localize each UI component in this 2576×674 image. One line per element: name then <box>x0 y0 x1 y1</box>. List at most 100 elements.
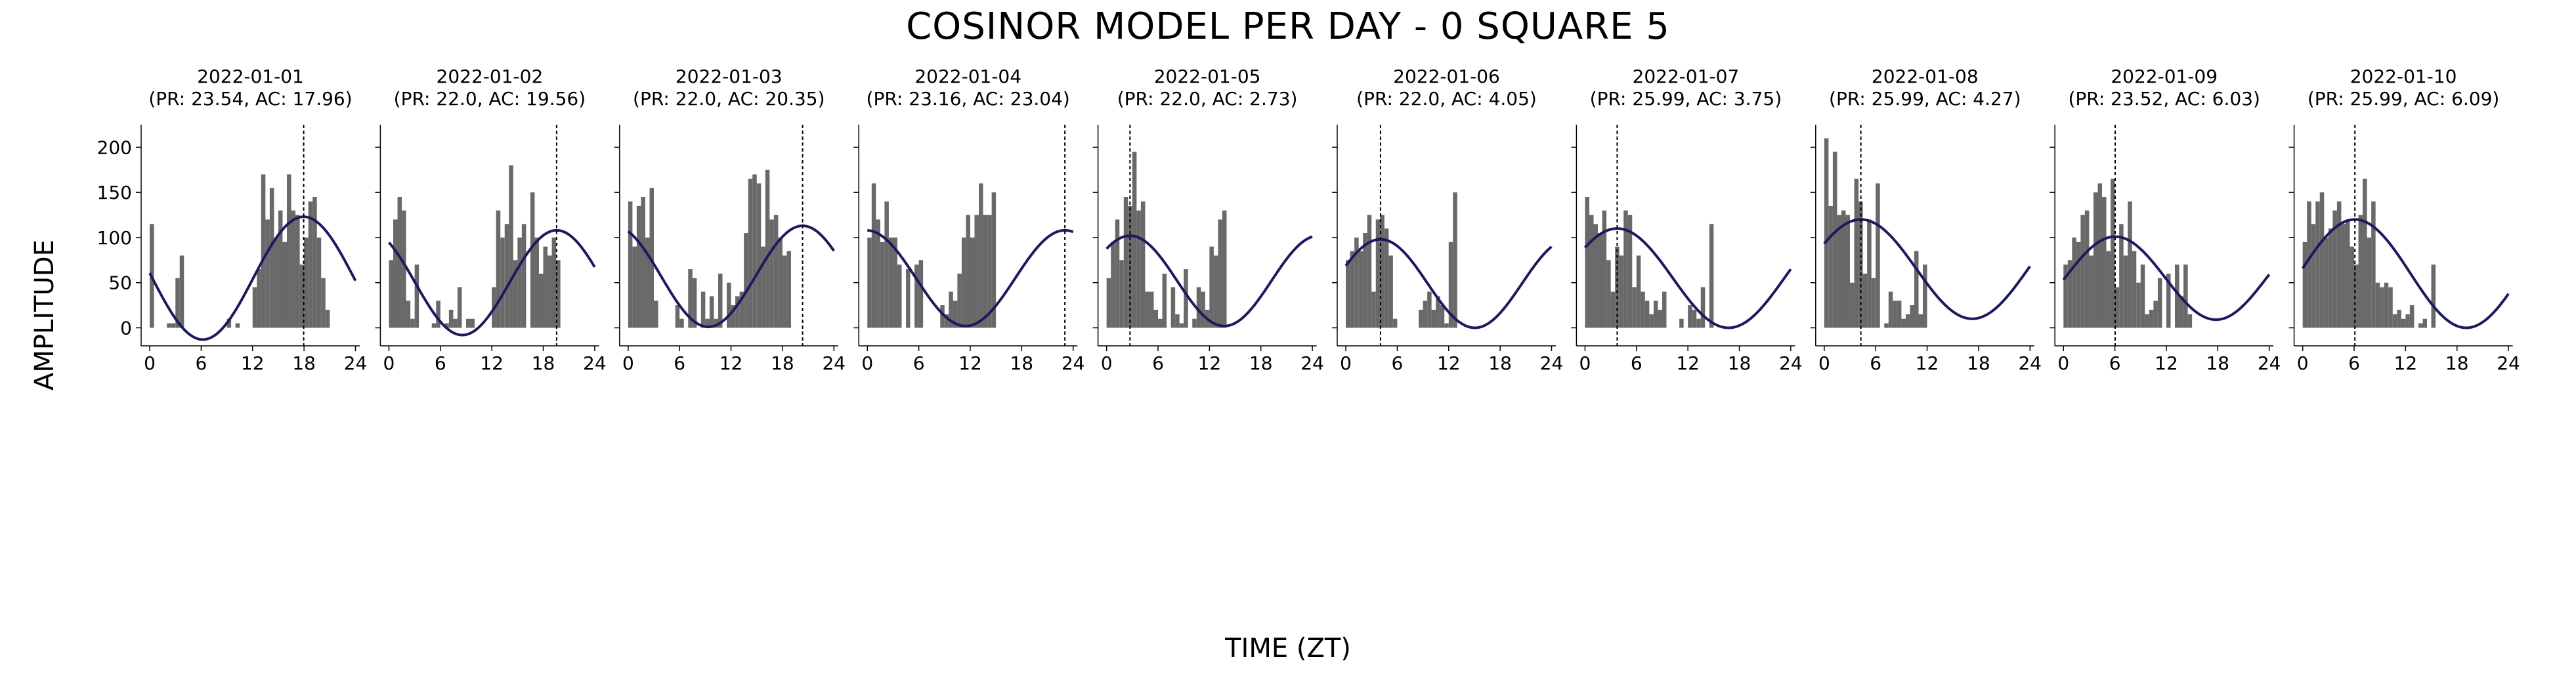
activity-bar <box>714 318 718 328</box>
activity-bar <box>312 197 317 328</box>
activity-bar <box>641 197 645 328</box>
activity-bar <box>2183 264 2188 328</box>
cosinor-fit-line <box>627 224 835 329</box>
activity-bar <box>547 255 552 328</box>
activity-bar <box>1115 219 1120 328</box>
activity-bar <box>436 301 440 328</box>
activity-bar <box>291 210 296 328</box>
activity-bar <box>1170 287 1176 328</box>
activity-bar <box>1619 255 1624 328</box>
activity-bar <box>257 269 261 328</box>
x-tick-label: 18 <box>532 352 555 374</box>
activity-bar <box>1824 138 1829 328</box>
activity-bar <box>1175 314 1180 328</box>
activity-bar <box>261 174 266 328</box>
activity-bar <box>431 323 437 328</box>
activity-bar <box>718 273 723 328</box>
activity-bar <box>1585 197 1589 328</box>
activity-bar <box>175 278 180 328</box>
activity-bar <box>1888 291 1893 328</box>
activity-bar <box>1858 201 1863 328</box>
activity-bar <box>1602 210 1607 328</box>
activity-bar <box>448 309 454 328</box>
x-tick-label: 18 <box>1488 352 1512 374</box>
activity-bar <box>2401 318 2406 328</box>
cosinor-fit-line <box>1583 227 1792 329</box>
activity-bar <box>727 282 731 328</box>
activity-bar <box>551 237 557 328</box>
activity-bar <box>1213 255 1218 328</box>
x-tick-label: 12 <box>719 352 743 374</box>
activity-bar <box>414 264 419 328</box>
activity-bar <box>1453 192 1457 328</box>
subplot-stats-title: (PR: 25.99, AC: 3.75) <box>1590 88 1782 110</box>
activity-bar <box>953 301 958 328</box>
activity-bar <box>1841 210 1846 328</box>
x-tick-label: 12 <box>480 352 504 374</box>
activity-bar <box>765 169 770 328</box>
activity-bar <box>316 237 322 328</box>
activity-bar <box>2345 219 2350 328</box>
activity-bar <box>1897 301 1902 328</box>
cosinor-fit-line <box>387 228 596 337</box>
subplot-date-title: 2022-01-04 <box>914 66 1021 87</box>
activity-bar <box>167 323 171 328</box>
activity-bar <box>2080 215 2085 328</box>
subplot-date-title: 2022-01-10 <box>2350 66 2457 87</box>
subplot-stats-title: (PR: 25.99, AC: 6.09) <box>2308 88 2500 110</box>
activity-bar <box>1589 215 1594 328</box>
x-tick-label: 6 <box>1870 352 1881 374</box>
subplot-stats-title: (PR: 25.99, AC: 4.27) <box>1829 88 2021 110</box>
x-tick-label: 12 <box>1437 352 1461 374</box>
x-tick-label: 18 <box>2206 352 2229 374</box>
subplot-date-title: 2022-01-06 <box>1393 66 1500 87</box>
activity-bar <box>1649 314 1654 328</box>
activity-bar <box>513 260 518 328</box>
activity-bar <box>1153 309 1159 328</box>
activity-bar <box>876 219 880 328</box>
activity-bar <box>1850 282 1855 328</box>
activity-bar <box>756 183 762 328</box>
activity-bar <box>2341 224 2346 328</box>
activity-bar <box>1636 255 1641 328</box>
activity-bar <box>410 318 415 328</box>
activity-bar <box>949 291 953 328</box>
activity-bar <box>465 318 471 328</box>
activity-bar <box>888 237 893 328</box>
activity-bar <box>739 291 744 328</box>
subplot-2022-01-06: 2022-01-06(PR: 22.0, AC: 4.05) 0 6 12 18 24 <box>1332 66 1563 374</box>
activity-bar <box>1419 309 1423 328</box>
x-axis-label: TIME (ZT) <box>1225 633 1351 663</box>
x-tick-label: 0 <box>1818 352 1830 374</box>
activity-bar <box>2136 282 2141 328</box>
activity-bar <box>496 210 501 328</box>
x-tick-label: 18 <box>292 352 316 374</box>
activity-bar <box>636 205 641 328</box>
activity-bar <box>2084 210 2090 328</box>
activity-bar <box>470 318 475 328</box>
activity-bar <box>2063 264 2068 328</box>
activity-bar <box>679 318 684 328</box>
activity-bar <box>1184 269 1188 328</box>
activity-bar <box>308 201 313 328</box>
activity-bar <box>2179 296 2184 328</box>
activity-bar <box>884 201 889 328</box>
subplot-2022-01-08: 2022-01-08(PR: 25.99, AC: 4.27) 0 6 12 18 24 <box>1810 66 2042 374</box>
activity-bar <box>1162 273 1167 328</box>
activity-bar <box>1658 309 1662 328</box>
subplot-stats-title: (PR: 22.0, AC: 19.56) <box>394 88 586 110</box>
activity-bar <box>2089 255 2093 328</box>
activity-bar <box>1627 215 1633 328</box>
subplot-stats-title: (PR: 22.0, AC: 20.35) <box>633 88 825 110</box>
subplot-date-title: 2022-01-03 <box>676 66 783 87</box>
activity-bar <box>914 264 919 328</box>
activity-bar <box>299 264 305 328</box>
activity-bar <box>632 246 637 328</box>
activity-bar <box>1867 219 1872 328</box>
activity-bar <box>393 219 398 328</box>
activity-bar <box>2324 237 2329 328</box>
activity-bar <box>1837 215 1841 328</box>
activity-bar <box>2367 237 2372 328</box>
activity-bar <box>893 237 897 328</box>
subplot-date-title: 2022-01-09 <box>2111 66 2218 87</box>
